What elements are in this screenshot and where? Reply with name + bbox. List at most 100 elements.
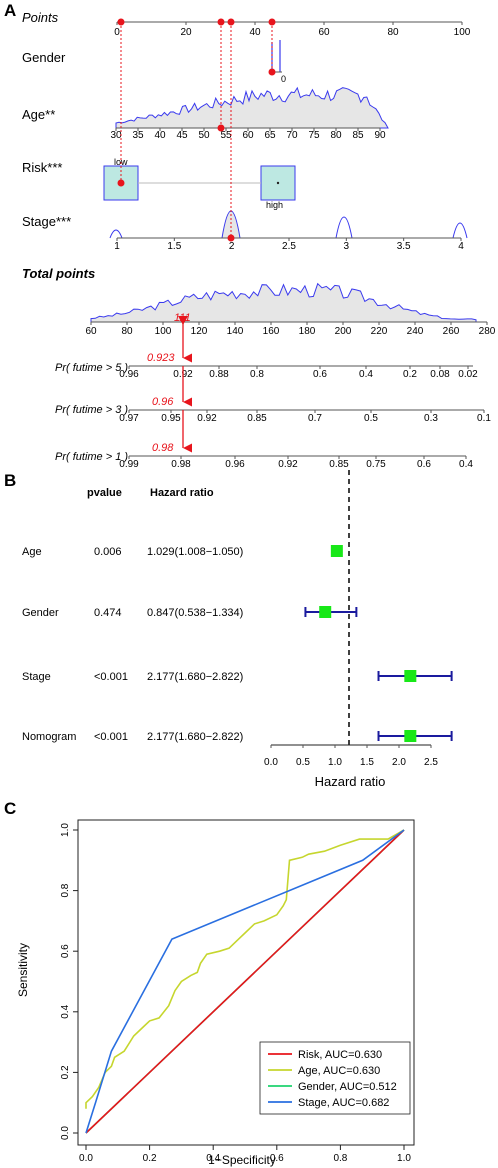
- row-label-pr3: Pr( futime > 3 ): [55, 404, 128, 416]
- tick-label: 2.5: [282, 241, 296, 252]
- tick-label: 0.6: [417, 459, 431, 470]
- tick-label: 0.08: [430, 369, 450, 380]
- tick-label: 240: [407, 326, 424, 337]
- forest-row-hr-text: 2.177(1.680−2.822): [147, 671, 243, 683]
- row-label-pr1: Pr( futime > 1 ): [55, 451, 128, 463]
- tick-label: 0.2: [403, 369, 417, 380]
- roc-x-tick-label: 0.6: [270, 1153, 284, 1164]
- tick-label: 0.75: [366, 459, 386, 470]
- tick-label: 0.95: [161, 413, 181, 424]
- tick-label: 100: [155, 326, 172, 337]
- gender-tick-0: 0: [281, 74, 286, 84]
- row-label-total-points: Total points: [22, 266, 95, 281]
- tick-label: 0.88: [209, 369, 229, 380]
- roc-y-tick-label: 0.4: [60, 1004, 71, 1018]
- forest-point-box: [319, 606, 332, 618]
- forest-x-label: Hazard ratio: [315, 774, 386, 789]
- roc-x-tick-label: 1.0: [397, 1153, 411, 1164]
- forest-row-pvalue: 0.006: [94, 546, 122, 558]
- panel-a-nomogram: A Points Gender Age** Risk*** Stage*** T…: [4, 1, 496, 470]
- selected-pr3-label: 0.96: [152, 396, 174, 408]
- tick-label: 0.4: [459, 459, 473, 470]
- forest-point-box: [404, 730, 417, 742]
- tick-label: 0.02: [458, 369, 478, 380]
- panel-label-b: B: [4, 471, 16, 490]
- tick-label: 60: [85, 326, 97, 337]
- total-points-marker: [178, 316, 188, 325]
- points-marker-risk: [117, 18, 125, 26]
- tick-label: 60: [242, 130, 254, 141]
- tick-label: 0.0: [264, 757, 278, 768]
- forest-header-pvalue: pvalue: [87, 487, 122, 499]
- stage-density-4: [452, 222, 468, 239]
- roc-y-tick-label: 0.2: [60, 1065, 71, 1079]
- tick-label: 1.5: [167, 241, 181, 252]
- tick-label: 75: [308, 130, 320, 141]
- tick-label: 2.0: [392, 757, 406, 768]
- forest-row-hr-text: 0.847(0.538−1.334): [147, 607, 243, 619]
- stage-density-1: [109, 229, 123, 239]
- tick-label: 1.0: [328, 757, 342, 768]
- forest-row-name: Stage: [22, 671, 51, 683]
- tick-label: 80: [387, 27, 399, 38]
- roc-legend-label: Stage, AUC=0.682: [298, 1097, 389, 1109]
- risk-high-dot: [276, 181, 280, 185]
- tick-label: 280: [479, 326, 496, 337]
- forest-rows: Age 0.006 1.029(1.008−1.050) Gender 0.474 0.8…: [22, 545, 453, 743]
- tick-label: 0.5: [364, 413, 378, 424]
- tick-label: 40: [154, 130, 166, 141]
- tick-label: 20: [180, 27, 192, 38]
- tick-label: 50: [198, 130, 210, 141]
- tick-label: 200: [335, 326, 352, 337]
- roc-curve-age: [85, 829, 405, 1109]
- panel-b-forest-plot: B pvalue Hazard ratio Age 0.006 1.029(1.00…: [4, 470, 453, 789]
- pr1-ticks: 0.99 0.98 0.96 0.92 0.85 0.75 0.6 0.4: [119, 456, 473, 470]
- tick-label: 0.5: [296, 757, 310, 768]
- stage-marker: [227, 234, 235, 242]
- roc-legend: Risk, AUC=0.630 Age, AUC=0.630 Gender, AUC…: [268, 1049, 397, 1109]
- tick-label: 1.5: [360, 757, 374, 768]
- forest-x-ticks: 0.0 0.5 1.0 1.5 2.0 2.5: [264, 745, 438, 768]
- tick-label: 0.4: [359, 369, 373, 380]
- roc-x-label: 1−Specificity: [208, 1153, 276, 1167]
- forest-row-hr-text: 2.177(1.680−2.822): [147, 731, 243, 743]
- row-label-age: Age**: [22, 107, 55, 122]
- row-label-pr5: Pr( futime > 5 ): [55, 362, 128, 374]
- tick-label: 260: [443, 326, 460, 337]
- pr3-ticks: 0.97 0.95 0.92 0.85 0.7 0.5 0.3 0.1: [119, 410, 491, 424]
- tick-label: 3.5: [397, 241, 411, 252]
- tick-label: 0.7: [308, 413, 322, 424]
- tick-label: 35: [132, 130, 144, 141]
- tick-label: 100: [454, 27, 471, 38]
- selected-total-label: 111: [174, 312, 191, 324]
- panel-c-roc: C 0.0 0.2 0.4 0.6 0.8 1.0 0.0 0.2 0.4 0.6 0.8 1.0 1…: [4, 799, 415, 1167]
- tick-label: 140: [227, 326, 244, 337]
- forest-row-pvalue: <0.001: [94, 731, 128, 743]
- points-marker-stage: [227, 18, 235, 26]
- roc-y-tick-label: 1.0: [60, 823, 71, 837]
- forest-row-name: Gender: [22, 607, 59, 619]
- tick-label: 60: [318, 27, 330, 38]
- tick-label: 0.96: [225, 459, 245, 470]
- tick-label: 90: [374, 130, 386, 141]
- tick-label: 70: [286, 130, 298, 141]
- forest-point-box: [330, 545, 343, 557]
- roc-x-tick-label: 0.0: [79, 1153, 93, 1164]
- points-marker-gender: [268, 18, 276, 26]
- tick-label: 160: [263, 326, 280, 337]
- roc-legend-label: Gender, AUC=0.512: [298, 1081, 397, 1093]
- roc-legend-label: Risk, AUC=0.630: [298, 1049, 382, 1061]
- tick-label: 220: [371, 326, 388, 337]
- tick-label: 45: [176, 130, 188, 141]
- age-density: [115, 86, 389, 129]
- tick-label: 0.98: [171, 459, 191, 470]
- tick-label: 0.99: [119, 459, 139, 470]
- roc-y-tick-label: 0.6: [60, 944, 71, 958]
- forest-row-name: Age: [22, 546, 42, 558]
- tick-label: 120: [191, 326, 208, 337]
- tick-label: 0: [114, 27, 120, 38]
- forest-header-hr: Hazard ratio: [150, 487, 214, 499]
- tick-label: 0.96: [119, 369, 139, 380]
- tick-label: 180: [299, 326, 316, 337]
